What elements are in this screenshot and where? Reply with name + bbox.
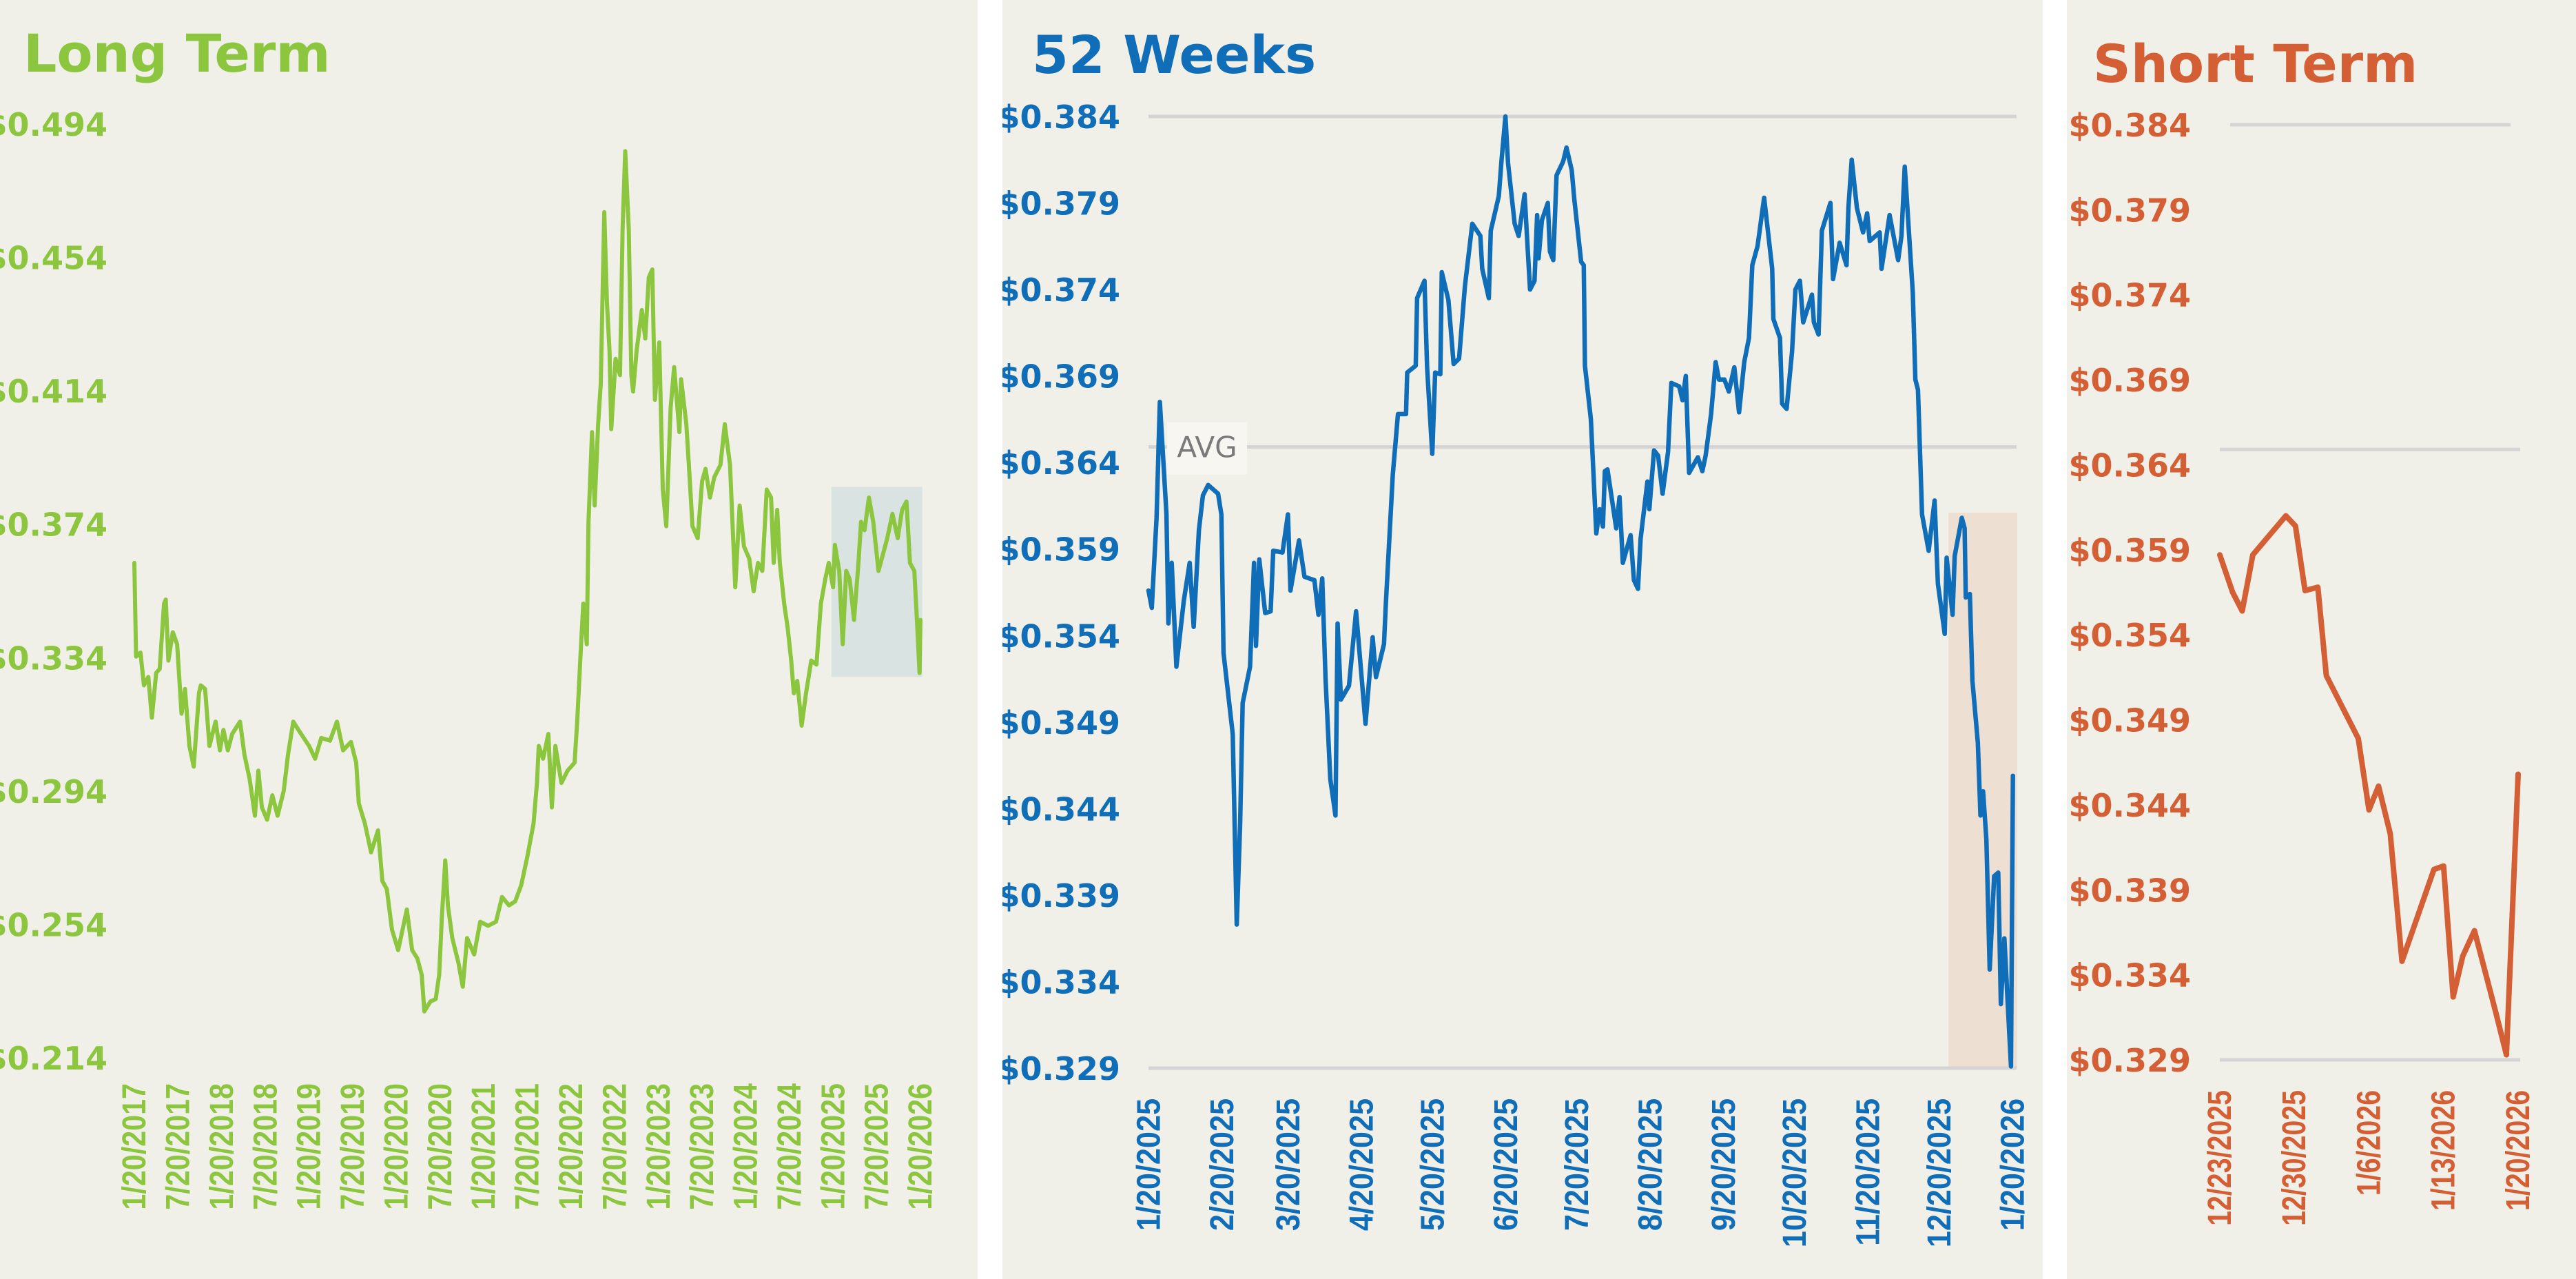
y-tick-label: $0.379 [2068,192,2191,229]
x-tick-label: 7/20/2025 [858,1083,896,1210]
y-tick-label: $0.369 [1002,358,1120,396]
y-tick-label: $0.379 [1002,185,1120,223]
y-tick-label: $0.354 [2068,617,2191,654]
y-tick-label: $0.349 [2068,702,2191,739]
x-tick-label: 7/20/2025 [1558,1098,1596,1231]
y-tick-label: $0.329 [1002,1050,1120,1087]
x-tick-label: 6/20/2025 [1487,1098,1525,1231]
y-tick-label: $0.334 [0,640,107,677]
average-label: AVG [1177,431,1237,464]
price-line [2217,513,2521,1058]
price-line [132,149,923,1014]
long-term-panel: Long Term $0.494 $0.454 $0.414 $0.374 $0.334… [0,0,978,1279]
x-tick-label: 1/20/2019 [291,1083,328,1210]
price-line [1146,114,2015,1069]
y-tick-label: $0.344 [2068,787,2191,824]
x-tick-label: 12/30/2025 [2276,1090,2313,1226]
x-tick-label: 1/20/2020 [378,1083,415,1210]
x-tick-label: 7/20/2024 [771,1083,808,1210]
chart-title: Long Term [23,23,331,84]
y-tick-label: $0.364 [1002,444,1120,482]
chart-title: 52 Weeks [1032,24,1316,85]
x-tick-label: 1/20/2025 [814,1083,852,1210]
y-tick-label: $0.359 [1002,531,1120,569]
x-tick-label: 1/20/2025 [1130,1098,1167,1231]
x-tick-label: 12/23/2025 [2201,1090,2238,1226]
y-tick-label: $0.334 [2068,957,2191,994]
x-tick-label: 4/20/2025 [1343,1098,1380,1231]
52-weeks-chart: 52 Weeks AVG $0.384 $0.379 $0.374 $0.369 $0.3… [1002,24,2031,1247]
y-tick-label: $0.374 [2068,277,2191,314]
x-tick-label: 11/20/2025 [1850,1098,1887,1246]
y-tick-label: $0.374 [0,507,107,544]
average-label-box [1167,422,1247,475]
y-tick-label: $0.344 [1002,790,1120,828]
y-tick-label: $0.374 [1002,272,1120,309]
y-tick-label: $0.369 [2068,362,2191,399]
y-tick-label: $0.334 [1002,963,1120,1001]
y-tick-label: $0.349 [1002,704,1120,741]
x-tick-label: 9/20/2025 [1705,1098,1742,1231]
x-tick-label: 7/20/2022 [596,1083,633,1210]
x-tick-label: 1/20/2026 [2500,1090,2537,1211]
x-tick-label: 1/20/2026 [902,1083,939,1210]
y-tick-label: $0.384 [1002,99,1120,136]
short-term-chart: Short Term $0.384 $0.379 $0.374 $0.369 $0.36… [2068,33,2537,1226]
long-term-chart: Long Term $0.494 $0.454 $0.414 $0.374 $0.334… [0,23,939,1210]
y-tick-label: $0.329 [2068,1042,2191,1079]
y-tick-label: $0.364 [2068,447,2191,484]
52-weeks-panel: 52 Weeks AVG $0.384 $0.379 $0.374 $0.369 $0.3… [1002,0,2043,1279]
x-tick-label: 7/20/2023 [683,1083,721,1210]
y-tick-label: $0.384 [2068,107,2191,144]
x-tick-label: 1/20/2021 [465,1083,502,1210]
y-tick-label: $0.254 [0,906,107,943]
x-tick-label: 2/20/2025 [1204,1098,1241,1231]
x-tick-label: 1/6/2026 [2351,1090,2388,1196]
x-tick-label: 7/20/2018 [247,1083,284,1210]
y-tick-label: $0.294 [0,773,107,810]
x-tick-label: 1/20/2023 [640,1083,677,1210]
x-tick-label: 1/20/2024 [728,1083,765,1210]
y-tick-label: $0.214 [0,1040,107,1077]
x-tick-label: 3/20/2025 [1270,1098,1307,1231]
y-tick-label: $0.339 [1002,877,1120,914]
y-tick-label: $0.494 [0,106,107,143]
chart-title: Short Term [2093,33,2418,94]
y-tick-label: $0.359 [2068,532,2191,569]
x-tick-label: 10/20/2025 [1776,1098,1813,1247]
x-tick-label: 7/20/2017 [160,1083,197,1210]
x-tick-label: 7/20/2019 [334,1083,371,1210]
x-tick-label: 1/20/2018 [203,1083,240,1210]
x-tick-label: 1/20/2022 [553,1083,590,1210]
x-tick-label: 12/20/2025 [1921,1098,1958,1247]
x-tick-label: 8/20/2025 [1632,1098,1669,1231]
x-tick-label: 7/20/2021 [509,1083,546,1210]
x-tick-label: 1/20/2026 [1994,1098,2031,1231]
short-term-panel: Short Term $0.384 $0.379 $0.374 $0.369 $0.36… [2067,0,2576,1279]
x-tick-label: 1/20/2017 [116,1083,153,1210]
x-tick-label: 1/13/2026 [2425,1090,2462,1211]
y-tick-label: $0.339 [2068,872,2191,909]
x-tick-label: 7/20/2020 [422,1083,459,1210]
y-tick-label: $0.454 [0,240,107,277]
y-tick-label: $0.354 [1002,617,1120,655]
x-tick-label: 5/20/2025 [1414,1098,1451,1231]
y-tick-label: $0.414 [0,373,107,410]
